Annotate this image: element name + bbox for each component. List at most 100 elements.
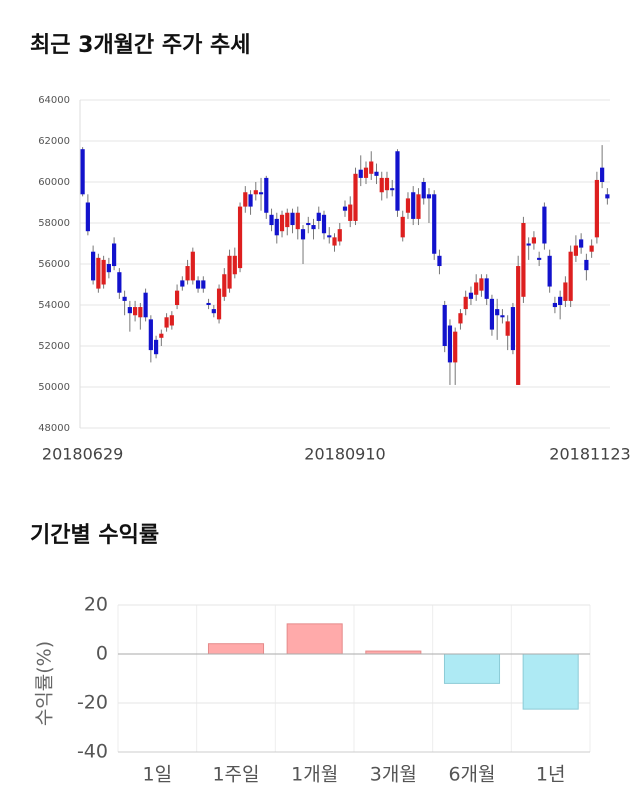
candle-body [237, 206, 243, 269]
candle-body [353, 173, 358, 221]
candle-body [458, 313, 463, 324]
candle-body [573, 245, 578, 256]
candle-body [437, 255, 442, 267]
chart-title: 최근 3개월간 주가 추세 [30, 33, 250, 58]
y-tick-label: 62000 [38, 136, 70, 147]
candle-body [112, 243, 117, 267]
candle-body [453, 331, 458, 363]
candle-body [600, 167, 605, 182]
x-tick-label: 6개월 [448, 764, 495, 786]
y-tick-label: 50000 [38, 382, 70, 393]
candle-body [174, 290, 180, 305]
candle-body [96, 257, 101, 289]
candle-body [400, 216, 405, 238]
candle-body [248, 194, 253, 207]
candle-body [311, 225, 316, 230]
candle-body [405, 198, 411, 213]
candle-body [327, 235, 332, 238]
candle-body [290, 212, 295, 226]
candle-body [395, 151, 400, 211]
candle-body [537, 257, 542, 260]
candle-body [138, 307, 143, 318]
candle-body [227, 255, 232, 289]
candle-body [374, 171, 379, 176]
candle-body [594, 179, 599, 238]
candle-body [148, 319, 153, 351]
candle-body [232, 255, 237, 275]
candle-body [222, 274, 227, 297]
candle-body [384, 177, 390, 191]
candle-body [369, 161, 374, 174]
candle-body [589, 245, 594, 252]
y-tick-label: 64000 [38, 95, 70, 106]
candle-body [274, 218, 279, 236]
candle-body [337, 229, 342, 242]
candle-body [531, 237, 537, 244]
candle-body [342, 206, 348, 211]
candle-body [316, 212, 321, 221]
candle-body [463, 296, 468, 310]
candle-body [206, 302, 211, 305]
x-tick-label: 3개월 [370, 764, 417, 786]
candle-body [348, 204, 353, 221]
candle-body [568, 251, 573, 301]
y-tick-label: 60000 [38, 177, 70, 188]
candle-body [542, 206, 547, 244]
y-tick-label: 58000 [38, 218, 70, 229]
candle-body [332, 237, 337, 246]
candle-body [521, 223, 526, 297]
bar [522, 653, 579, 710]
candle-body [442, 305, 447, 346]
candle-body [552, 302, 557, 308]
candle-body [495, 309, 500, 316]
candle-body [584, 259, 589, 271]
candle-body [164, 317, 169, 328]
candle-body [474, 282, 479, 295]
candle-body [558, 296, 563, 305]
candle-body [605, 194, 610, 199]
candle-body [101, 259, 106, 285]
candle-body [253, 190, 258, 195]
candle-body [80, 149, 85, 195]
candle-body [169, 315, 174, 326]
y-tick-label: 0 [96, 643, 108, 665]
candle-body [295, 212, 300, 230]
y-tick-label: 56000 [38, 259, 70, 270]
candle-body [211, 309, 216, 314]
candle-body [122, 296, 127, 301]
candle-body [180, 280, 185, 287]
candle-body [185, 266, 190, 281]
bar [207, 643, 265, 655]
candle-body [579, 239, 584, 248]
candle-body [285, 212, 290, 228]
candle-body [379, 177, 384, 193]
candle-body [321, 214, 327, 234]
candle-body [201, 280, 206, 289]
candle-body [269, 214, 274, 226]
candle-body [117, 272, 122, 293]
x-tick-label: 1일 [143, 764, 173, 786]
candle-body [243, 192, 248, 207]
candle-body [489, 298, 495, 330]
bar [443, 653, 501, 684]
candle-body [264, 177, 269, 213]
candle-body [479, 278, 484, 291]
y-tick-label: 52000 [38, 341, 70, 352]
x-tick-label: 1년 [536, 764, 566, 786]
candle-body [510, 307, 516, 351]
candle-body [500, 315, 505, 318]
y-tick-label: -40 [77, 741, 108, 763]
x-tick-label: 1개월 [291, 764, 338, 786]
candle-body [306, 223, 311, 226]
x-tick-label: 20181123 [549, 445, 630, 464]
candle-body [153, 339, 159, 355]
candle-body [547, 255, 552, 287]
bar [286, 623, 343, 655]
candle-body [85, 202, 90, 232]
candle-body [258, 192, 264, 195]
candle-body [127, 307, 132, 314]
x-tick-label: 20180910 [304, 445, 385, 464]
candle-body [426, 194, 432, 199]
candle-body [421, 182, 426, 199]
